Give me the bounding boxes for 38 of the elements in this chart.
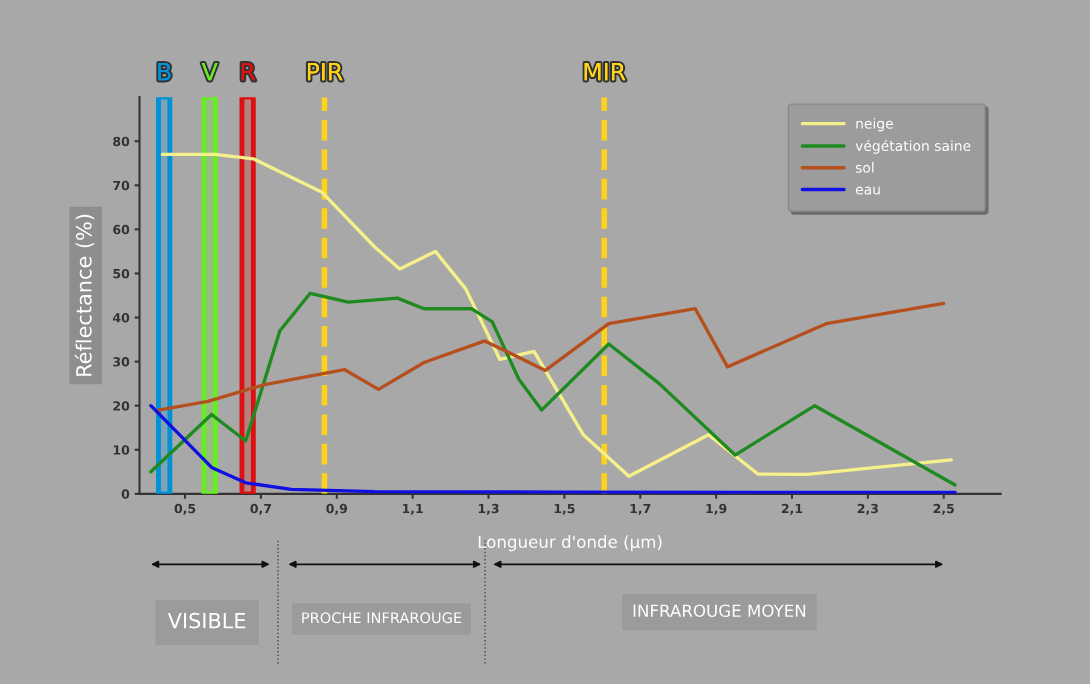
x-tick-label: 0,7 <box>250 503 271 515</box>
x-tick-label: 1,3 <box>478 503 499 515</box>
y-tick-label: 80 <box>113 136 130 147</box>
y-tick-label: 50 <box>113 268 130 279</box>
line-series <box>156 301 946 412</box>
x-tick-label: 2,3 <box>857 503 878 515</box>
x-tick-label: 1,7 <box>630 503 651 515</box>
text: PROCHE INFRAROUGE <box>302 612 462 624</box>
legend-label: sol <box>855 162 874 173</box>
legend-label: eau <box>855 186 880 195</box>
x-tick-label: 2,1 <box>781 503 803 515</box>
legend-label: neige <box>856 117 893 132</box>
y-tick-label: 0 <box>121 489 130 499</box>
line-series <box>149 404 957 494</box>
y-tick-label: 20 <box>113 401 130 411</box>
y-axis-title: Réflectance (%) <box>74 214 95 376</box>
legend-label: végétation saine <box>855 139 971 154</box>
text: INFRAROUGE MOYEN <box>633 604 806 618</box>
x-tick-label: 2,5 <box>933 503 954 515</box>
x-tick-label: 1,5 <box>554 503 575 515</box>
y-tick-label: 30 <box>113 357 130 367</box>
y-tick-label: 10 <box>113 445 130 455</box>
band-label: V <box>201 63 218 81</box>
band-label: R <box>241 63 256 81</box>
y-tick-label: 70 <box>113 180 130 191</box>
y-tick-label: 40 <box>112 313 130 323</box>
ref-line-label: PIR <box>307 63 343 81</box>
x-tick-label: 0,9 <box>326 503 348 515</box>
x-tick-label: 0,5 <box>174 503 196 515</box>
x-tick-label: 1,1 <box>402 503 423 515</box>
y-tick-label: 60 <box>113 224 130 235</box>
line-series <box>160 152 953 478</box>
x-tick-label: 1,9 <box>706 503 727 515</box>
x-axis-title: Longueur d'onde (µm) <box>478 535 662 552</box>
band-label: B <box>158 63 171 81</box>
line-series <box>149 291 957 487</box>
text: VISIBLE <box>167 612 246 629</box>
ref-line-label: MIR <box>584 63 626 81</box>
